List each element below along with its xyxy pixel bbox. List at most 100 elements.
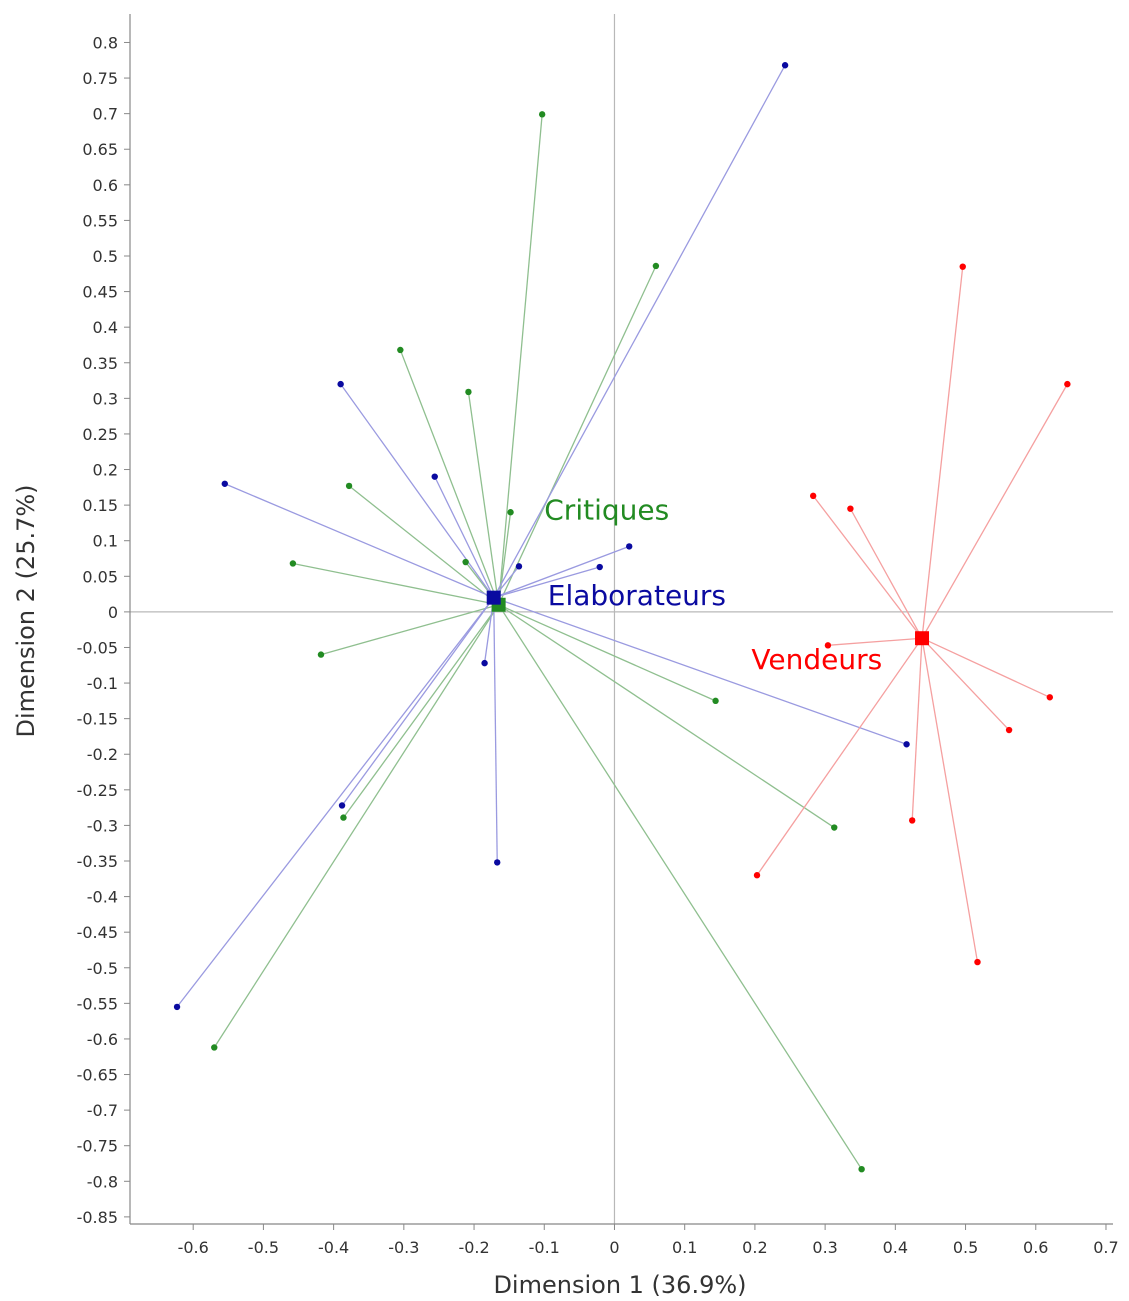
elaborateurs-point bbox=[338, 802, 346, 809]
elaborateurs-point bbox=[431, 473, 438, 480]
elaborateurs-point bbox=[781, 62, 789, 69]
y-tick-label: 0.65 bbox=[82, 140, 118, 159]
x-tick-label: 0.6 bbox=[1023, 1238, 1048, 1257]
vendeurs-point bbox=[1005, 726, 1013, 734]
y-tick-label: 0.8 bbox=[93, 33, 118, 52]
y-tick-label: -0.3 bbox=[87, 816, 118, 835]
x-tick-label: 0.2 bbox=[742, 1238, 767, 1257]
elaborateurs-connector bbox=[493, 597, 498, 863]
elaborateurs-connector bbox=[341, 597, 495, 806]
critiques-connector bbox=[342, 604, 500, 818]
y-tick-label: -0.5 bbox=[87, 959, 118, 978]
y-tick-label: -0.7 bbox=[87, 1101, 118, 1120]
vendeurs-point bbox=[974, 958, 981, 966]
critiques-point bbox=[712, 697, 719, 705]
y-tick-label: 0.3 bbox=[93, 389, 118, 408]
elaborateurs-point bbox=[481, 659, 488, 667]
x-tick-label: -0.4 bbox=[318, 1238, 349, 1257]
y-tick-label: -0.4 bbox=[87, 888, 118, 907]
critiques-connector bbox=[399, 349, 500, 605]
y-tick-label: -0.75 bbox=[77, 1137, 118, 1156]
critiques-label: Critiques bbox=[544, 493, 669, 526]
critiques-connector bbox=[498, 604, 716, 702]
vendeurs-connector bbox=[911, 638, 923, 821]
y-tick-label: -0.55 bbox=[77, 994, 118, 1013]
x-tick-label: -0.5 bbox=[248, 1238, 279, 1257]
y-tick-label: -0.2 bbox=[87, 745, 118, 764]
x-tick-label: -0.1 bbox=[529, 1238, 560, 1257]
elaborateurs-point bbox=[494, 859, 501, 866]
y-tick-label: 0.45 bbox=[82, 283, 118, 302]
elaborateurs-connector bbox=[224, 483, 494, 599]
vendeurs-connector bbox=[812, 495, 923, 639]
critiques-connector bbox=[213, 604, 500, 1048]
elaborateurs-point bbox=[903, 741, 910, 748]
vendeurs-point bbox=[753, 872, 761, 879]
y-tick-label: -0.45 bbox=[77, 923, 118, 942]
y-tick-label: 0.2 bbox=[93, 461, 118, 480]
y-tick-label: 0.7 bbox=[93, 105, 118, 124]
critiques-connector bbox=[292, 562, 499, 606]
critiques-point bbox=[465, 388, 472, 396]
critiques-point bbox=[289, 560, 297, 567]
elaborateurs-connector bbox=[493, 566, 600, 599]
y-tick-label: -0.65 bbox=[77, 1066, 118, 1085]
elaborateurs-point bbox=[173, 1003, 181, 1011]
elaborateurs-connector bbox=[434, 476, 495, 598]
vendeurs-point bbox=[1064, 380, 1071, 388]
critiques-connector bbox=[348, 485, 500, 606]
y-tick-label: -0.25 bbox=[77, 781, 118, 800]
y-tick-label: 0.6 bbox=[93, 176, 118, 195]
y-tick-label: -0.15 bbox=[77, 710, 118, 729]
y-axis-title: Dimension 2 (25.7%) bbox=[12, 484, 40, 737]
vendeurs-connector bbox=[921, 637, 1010, 731]
vendeurs-point bbox=[1046, 694, 1054, 701]
critiques-connector bbox=[497, 114, 543, 605]
vendeurs-point bbox=[847, 505, 854, 512]
vendeurs-label: Vendeurs bbox=[751, 643, 882, 676]
critiques-point bbox=[858, 1165, 865, 1173]
critiques-connector bbox=[498, 265, 657, 606]
elaborateurs-point bbox=[626, 543, 633, 550]
critiques-point bbox=[340, 814, 347, 821]
connector-lines bbox=[176, 64, 1068, 1170]
y-tick-label: 0.55 bbox=[82, 211, 118, 230]
data-points bbox=[173, 62, 1071, 1173]
critiques-point bbox=[397, 346, 404, 354]
y-tick-label: 0.1 bbox=[93, 532, 118, 551]
critiques-point bbox=[462, 558, 469, 566]
group-labels: Critiques Elaborateurs Vendeurs bbox=[544, 493, 882, 675]
vendeurs-connector bbox=[921, 638, 979, 963]
elaborateurs-point bbox=[221, 480, 228, 487]
critiques-connector bbox=[467, 391, 500, 605]
y-tick-label: 0.05 bbox=[82, 567, 118, 586]
vendeurs-connector bbox=[921, 637, 1051, 698]
critiques-point bbox=[538, 111, 546, 118]
vendeurs-connector bbox=[849, 508, 923, 639]
critiques-point bbox=[507, 509, 514, 516]
x-tick-label: -0.6 bbox=[178, 1238, 209, 1257]
y-tick-label: 0.4 bbox=[93, 318, 118, 337]
y-tick-label: -0.8 bbox=[87, 1172, 118, 1191]
y-tick-label: -0.85 bbox=[77, 1208, 118, 1227]
x-tick-label: 0.7 bbox=[1093, 1238, 1118, 1257]
elaborateurs-label: Elaborateurs bbox=[548, 579, 726, 612]
critiques-connector bbox=[320, 604, 499, 656]
x-axis-title: Dimension 1 (36.9%) bbox=[493, 1271, 746, 1299]
vendeurs-connector bbox=[921, 383, 1068, 639]
elaborateurs-point bbox=[515, 563, 523, 570]
critiques-point bbox=[345, 482, 353, 490]
x-tick-label: 0.3 bbox=[812, 1238, 837, 1257]
x-tick-label: 0.1 bbox=[672, 1238, 697, 1257]
critiques-point bbox=[831, 824, 838, 831]
elaborateurs-point bbox=[337, 380, 344, 388]
x-tick-label: -0.3 bbox=[388, 1238, 419, 1257]
critiques-point bbox=[652, 262, 660, 270]
vendeurs-centroid bbox=[915, 631, 930, 646]
vendeurs-point bbox=[824, 642, 832, 649]
y-tick-label: -0.35 bbox=[77, 852, 118, 871]
y-tick-label: 0 bbox=[108, 603, 118, 622]
y-tick-label: -0.05 bbox=[77, 638, 118, 657]
x-tick-label: 0.5 bbox=[953, 1238, 978, 1257]
